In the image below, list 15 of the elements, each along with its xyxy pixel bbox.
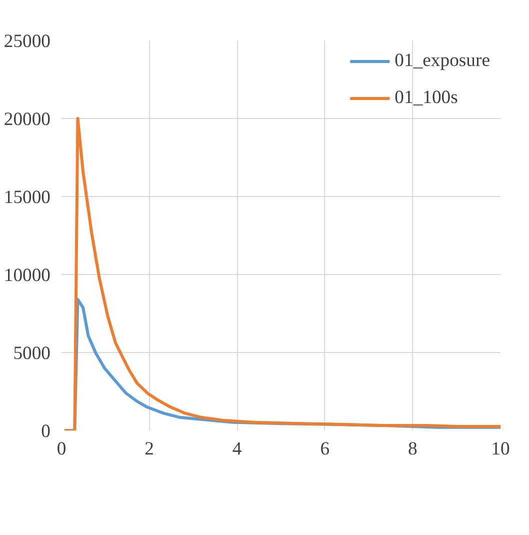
y-tick-label: 25000 <box>4 31 50 52</box>
x-tick-label: 0 <box>56 438 66 460</box>
x-tick-label: 8 <box>408 438 418 460</box>
x-tick-label: 4 <box>232 438 242 460</box>
x-tick-label: 10 <box>491 438 510 460</box>
y-tick-label: 20000 <box>4 109 50 130</box>
y-tick-label: 5000 <box>13 343 50 364</box>
legend-label: 01_100s <box>394 87 458 109</box>
y-tick-label: 10000 <box>4 265 50 286</box>
line-series <box>63 117 500 430</box>
y-tick-label: 15000 <box>4 187 50 208</box>
legend-label: 01_exposure <box>394 50 490 72</box>
x-tick-label: 6 <box>320 438 330 460</box>
y-tick-label: 0 <box>41 421 50 442</box>
x-tick-label: 2 <box>144 438 154 460</box>
